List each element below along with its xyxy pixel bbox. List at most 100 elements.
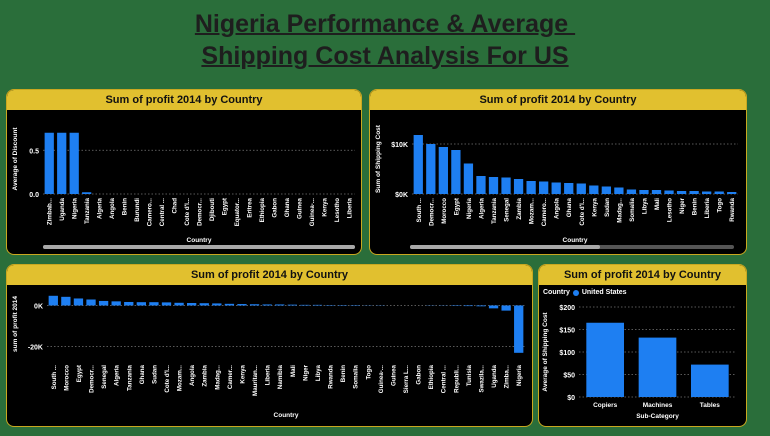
bar (149, 302, 159, 306)
bar (626, 189, 637, 194)
x-tick-label: Ghana (139, 364, 146, 384)
x-tick-label: Liberia (265, 364, 272, 385)
bar (501, 177, 511, 194)
x-axis-label: Country (187, 237, 212, 244)
x-tick-label: Djibouti (209, 198, 216, 221)
x-tick-label: Egypt (221, 198, 228, 215)
x-tick-label: Madag... (214, 365, 221, 390)
bar (727, 192, 737, 194)
x-axis-label: Country (563, 237, 588, 244)
x-tick-label: Sierra L... (403, 365, 410, 393)
x-tick-label: Algeria (114, 364, 121, 386)
x-tick-label: Benin (340, 365, 347, 382)
x-tick-label: Kenya (591, 197, 598, 216)
panel-title: Sum of profit 2014 by Country (7, 265, 532, 285)
x-tick-label: Liberia (346, 197, 353, 218)
x-tick-label: Nigeria (516, 364, 523, 386)
x-tick-label: Tunisia (466, 364, 473, 386)
bar (514, 305, 524, 353)
bar (262, 304, 272, 306)
y-tick-label: $0K (395, 192, 408, 199)
y-tick-label: $10K (391, 142, 408, 149)
y-tick-label: $50 (563, 373, 575, 380)
y-tick-label: 0K (34, 303, 43, 310)
x-tick-label: Tanzania (126, 364, 133, 391)
bar (124, 301, 134, 306)
horizontal-scrollbar[interactable] (43, 245, 355, 249)
x-tick-label: Democr... (428, 198, 435, 226)
x-tick-label: Libya (315, 364, 322, 381)
x-tick-label: Cote d'I... (579, 198, 586, 226)
x-tick-label: Central ... (441, 365, 448, 393)
scrollbar-thumb[interactable] (43, 245, 355, 249)
x-axis-label: Country (274, 412, 299, 419)
x-tick-label: Morocco (63, 365, 70, 391)
panel-title: Sum of profit 2014 by Country (7, 90, 361, 110)
bar (488, 177, 499, 194)
x-tick-label: Morocco (441, 198, 448, 224)
bar (690, 364, 729, 397)
bar (551, 182, 561, 194)
x-tick-label: Senegal (101, 365, 108, 389)
x-tick-label: Togo (365, 365, 372, 380)
discount-chart: 0.5 0.0 Average of Discount Zimbab... Uganda… (12, 127, 355, 244)
x-tick-label: Mauritan... (252, 365, 259, 396)
y-tick-label: $100 (559, 350, 575, 357)
x-tick-label: Cote d'I... (164, 365, 171, 393)
bar (476, 305, 486, 307)
bar (61, 296, 71, 306)
x-tick-label: Benin (692, 198, 699, 215)
x-tick-label: Nigeria (466, 197, 473, 219)
bar (136, 302, 146, 306)
bar (488, 305, 499, 309)
y-tick-label: $150 (559, 328, 575, 335)
scrollbar-thumb[interactable] (410, 245, 600, 249)
bar (44, 132, 54, 194)
bar (413, 135, 423, 194)
y-tick-label: 0.0 (29, 192, 39, 199)
bar (275, 304, 285, 306)
y-axis-label: sum of profit 2014 (12, 296, 19, 352)
x-tick-label: Ghana (284, 197, 291, 217)
bar (212, 303, 222, 306)
x-tick-label: Equator... (234, 198, 241, 226)
dashboard-title: Nigeria Performance & Average Shipping C… (0, 8, 770, 72)
bar (614, 187, 624, 194)
bar (57, 132, 67, 194)
bar (714, 191, 724, 194)
y-axis-label: Average of Discount (12, 127, 19, 191)
bar (312, 304, 323, 306)
bar (98, 300, 109, 306)
x-tick-label: Guinea-... (309, 198, 316, 226)
x-tick-label: Guinea (296, 197, 303, 219)
profit-chart: 0K -20K sum of profit 2014 South ... Morocco… (12, 296, 525, 419)
x-tick-label: Chad (172, 198, 179, 214)
title-line-1: Nigeria Performance & Average (194, 10, 576, 38)
x-tick-label: Somalia (353, 364, 360, 388)
bar (174, 302, 184, 306)
x-tick-label: Gabon (271, 198, 278, 218)
bar (438, 147, 448, 194)
x-tick-label: Lesotho (667, 198, 674, 222)
x-tick-label: Uganda (491, 364, 498, 387)
x-tick-label: Sudan (604, 198, 611, 217)
x-tick-label: Egypt (453, 198, 460, 215)
horizontal-scrollbar[interactable] (410, 245, 734, 249)
x-tick-label: Togo (717, 198, 724, 213)
shipping-cost-chart: $10K $0K Sum of Shipping Cost South ... Demo… (375, 124, 738, 244)
x-tick-label: Central ... (159, 198, 166, 226)
x-tick-label: Liberia (704, 197, 711, 218)
legend-item: United States (581, 289, 627, 296)
x-tick-label: Democr... (197, 198, 204, 226)
x-tick-label: Angola (189, 364, 196, 386)
x-tick-label: Rwanda (729, 197, 736, 221)
x-tick-label: Niger (679, 197, 686, 213)
x-tick-label: Angola (109, 197, 116, 219)
x-tick-label: Angola (554, 197, 561, 219)
y-tick-label: 0.5 (29, 148, 39, 155)
bar (161, 302, 172, 306)
x-tick-label: Democr... (89, 365, 96, 393)
bar (463, 305, 474, 307)
bar (451, 150, 461, 194)
bar (576, 183, 586, 194)
